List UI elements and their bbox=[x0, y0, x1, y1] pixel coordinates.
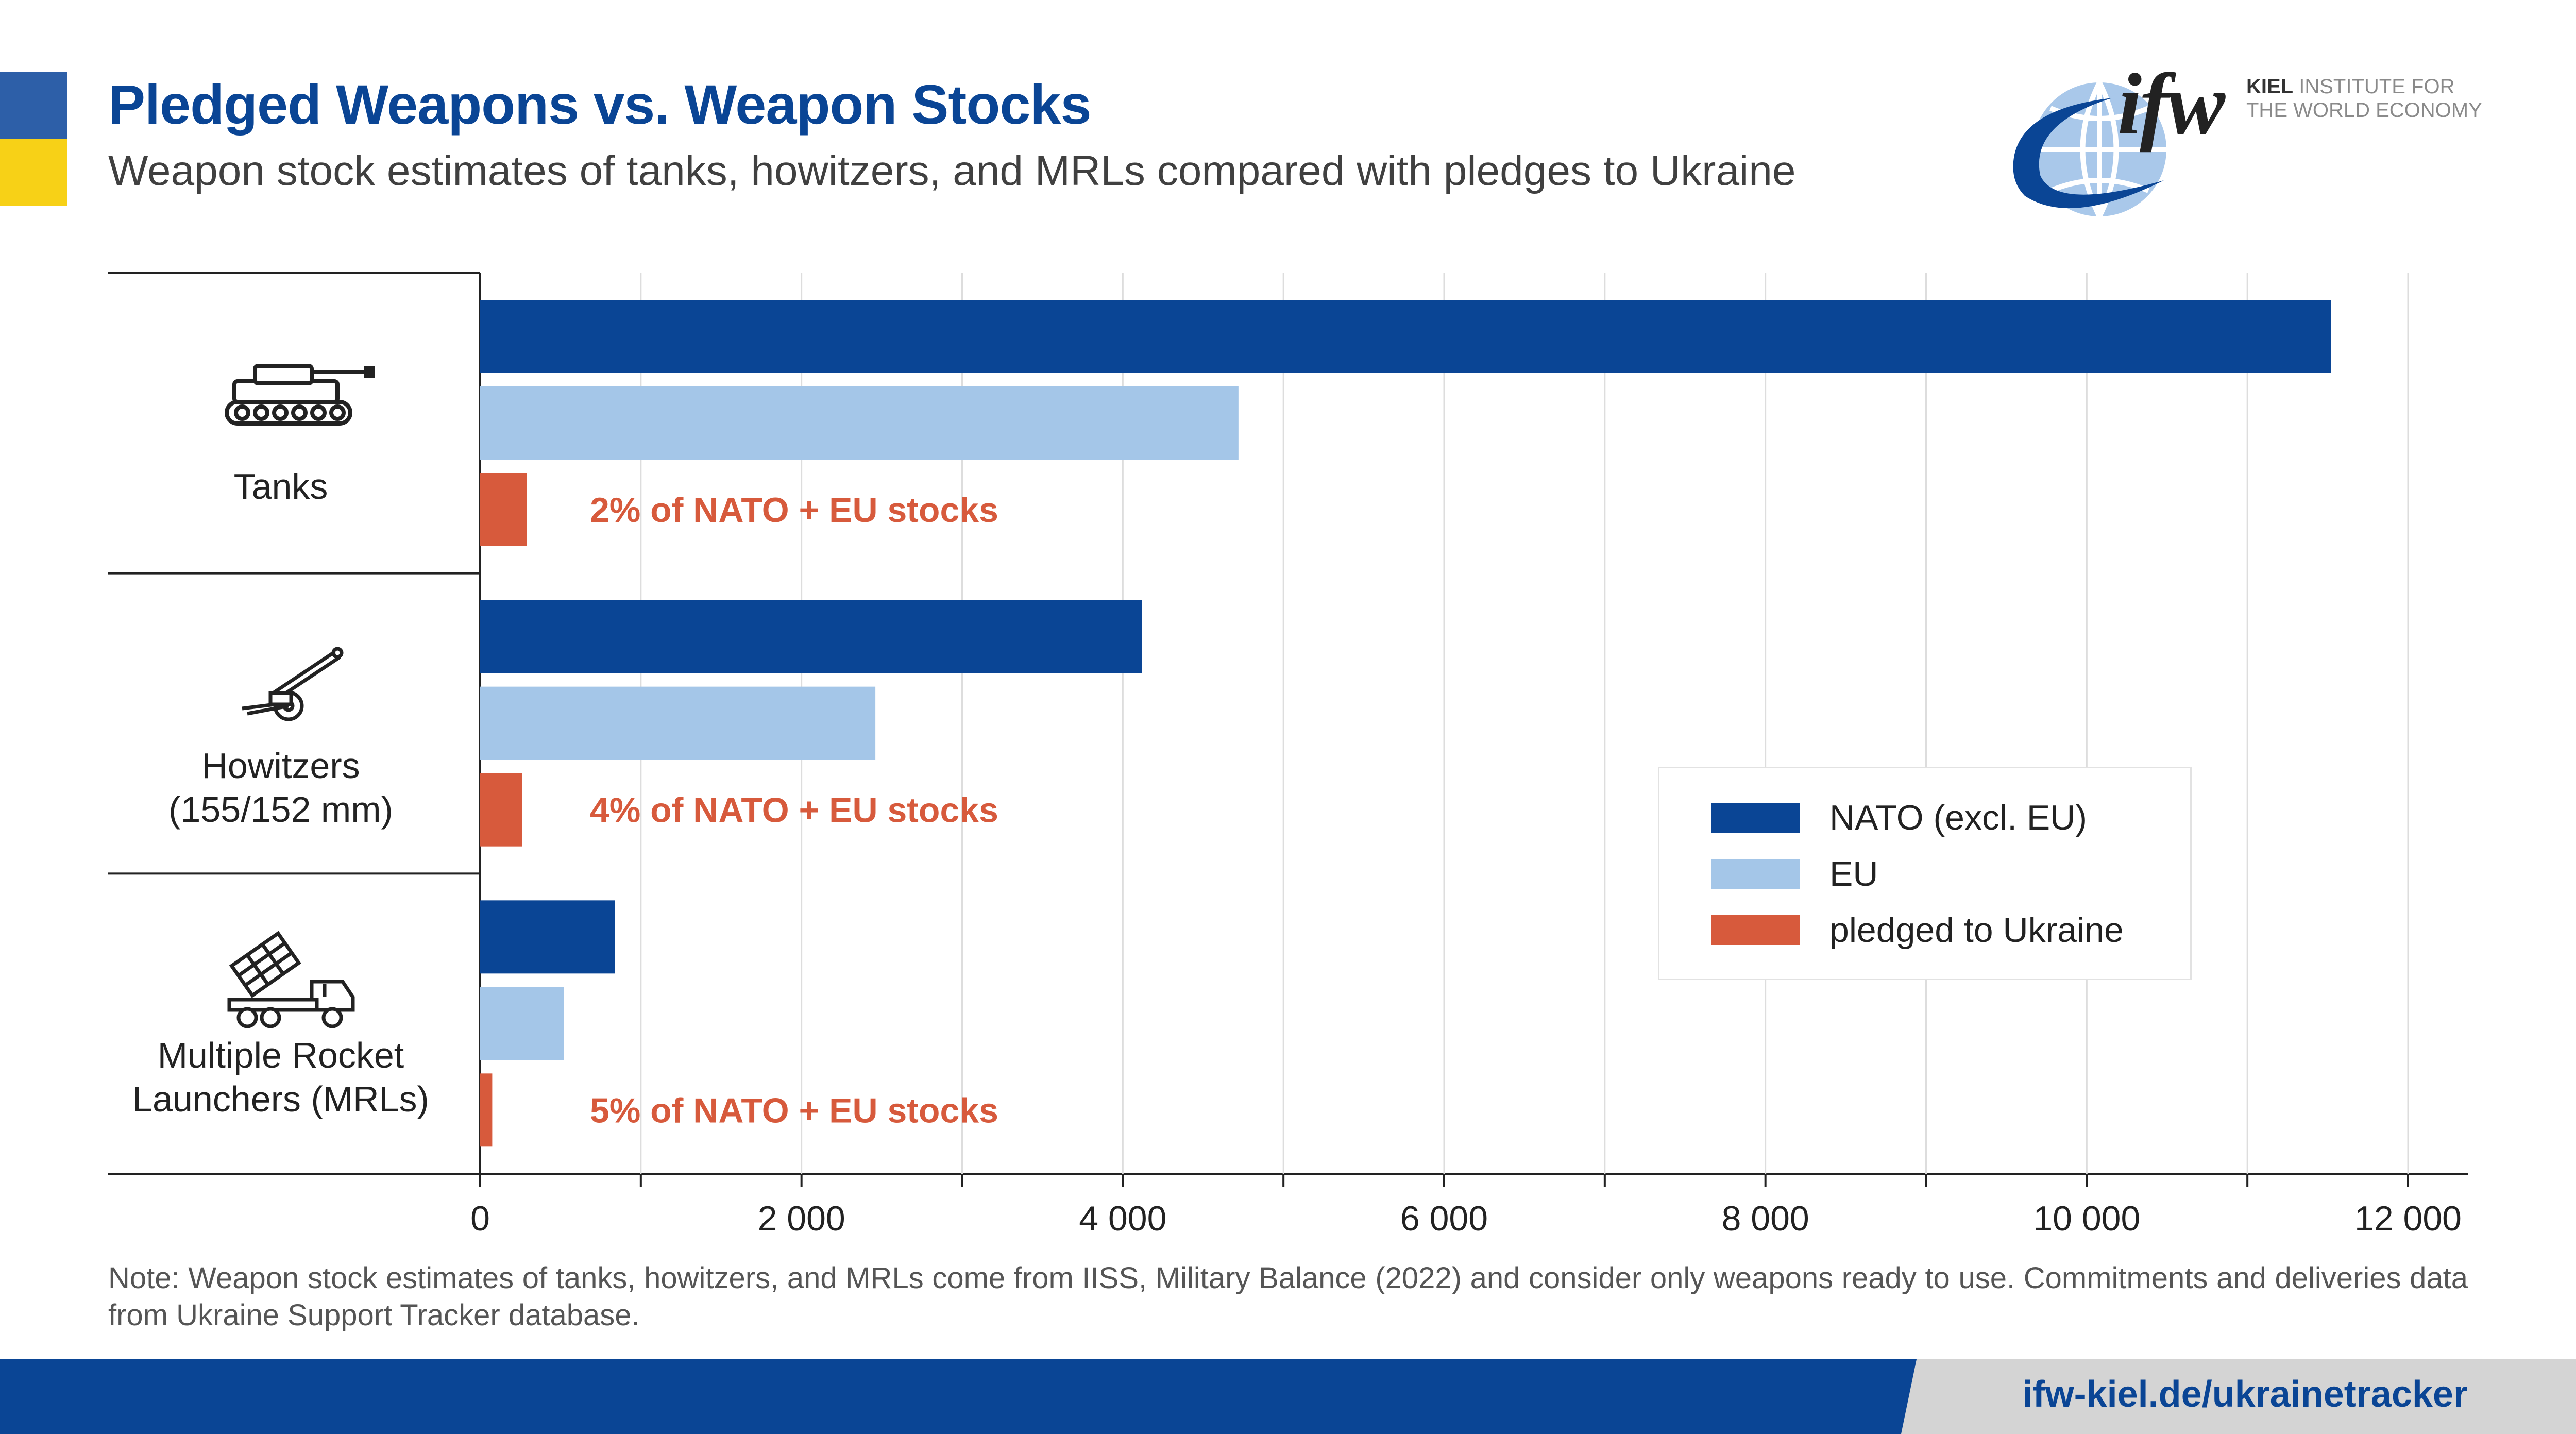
x-tick-label: 6 000 bbox=[1400, 1199, 1488, 1238]
annotation-label: 2% of NATO + EU stocks bbox=[590, 491, 998, 530]
legend-item-pledged: pledged to Ukraine bbox=[1711, 910, 2124, 950]
footer-bar bbox=[0, 1359, 1917, 1434]
legend-item-eu: EU bbox=[1711, 854, 1878, 893]
rocket-launcher-icon bbox=[227, 931, 355, 1028]
annotation-label: 4% of NATO + EU stocks bbox=[590, 791, 998, 830]
bar-2-1 bbox=[480, 773, 522, 847]
bar-2-0 bbox=[480, 473, 527, 546]
x-tick-label: 2 000 bbox=[758, 1199, 845, 1238]
legend-swatch-eu bbox=[1711, 859, 1800, 889]
category-labels: Tanks Howitzers(155/152 mm) Multiple Rocke… bbox=[132, 466, 429, 1119]
chart-note: Note: Weapon stock estimates of tanks, h… bbox=[108, 1261, 2468, 1332]
institute-name: KIEL INSTITUTE FOR THE WORLD ECONOMY bbox=[2246, 75, 2482, 122]
x-tick-label: 8 000 bbox=[1722, 1199, 1809, 1238]
legend-label-pledged: pledged to Ukraine bbox=[1829, 910, 2124, 950]
chart-frame bbox=[108, 272, 2468, 1175]
chart-annotations: 2% of NATO + EU stocks 4% of NATO + EU st… bbox=[590, 491, 998, 1130]
bar-1-2 bbox=[480, 987, 564, 1060]
chart-bars bbox=[480, 300, 2331, 1147]
bar-1-1 bbox=[480, 686, 876, 760]
globe-logo-icon bbox=[2013, 81, 2166, 218]
x-tick-label: 10 000 bbox=[2033, 1199, 2140, 1238]
howitzer-icon bbox=[242, 647, 344, 721]
legend-label-eu: EU bbox=[1829, 854, 1878, 893]
flag-yellow-block bbox=[0, 139, 67, 206]
category-label: Launchers (MRLs) bbox=[132, 1079, 429, 1119]
institute-line1-rest: INSTITUTE FOR bbox=[2299, 75, 2455, 98]
legend-swatch-nato bbox=[1711, 803, 1800, 833]
bar-1-0 bbox=[480, 386, 1239, 460]
legend-item-nato: NATO (excl. EU) bbox=[1711, 798, 2087, 837]
bar-0-2 bbox=[480, 900, 615, 974]
bar-0-0 bbox=[480, 300, 2331, 373]
tank-icon bbox=[225, 364, 375, 426]
category-label: Tanks bbox=[234, 466, 328, 507]
legend-label-nato: NATO (excl. EU) bbox=[1829, 798, 2087, 837]
category-label: Howitzers bbox=[201, 746, 360, 786]
chart-title: Pledged Weapons vs. Weapon Stocks bbox=[108, 73, 1092, 136]
institute-line2: THE WORLD ECONOMY bbox=[2246, 99, 2482, 122]
footer-url-link[interactable]: ifw-kiel.de/ukrainetracker bbox=[2022, 1374, 2468, 1415]
bar-0-1 bbox=[480, 600, 1142, 673]
chart-subtitle: Weapon stock estimates of tanks, howitze… bbox=[108, 147, 1796, 194]
flag-blue-block bbox=[0, 72, 67, 139]
bar-chart: 2% of NATO + EU stocks 4% of NATO + EU st… bbox=[108, 272, 2468, 1238]
x-tick-label: 12 000 bbox=[2354, 1199, 2462, 1238]
chart-legend: NATO (excl. EU) EU pledged to Ukraine bbox=[1658, 767, 2192, 980]
bar-2-2 bbox=[480, 1073, 493, 1147]
x-tick-label: 0 bbox=[470, 1199, 490, 1238]
footer-url-panel bbox=[1901, 1359, 2576, 1434]
category-label: Multiple Rocket bbox=[158, 1035, 404, 1075]
institute-kiel: KIEL bbox=[2246, 75, 2294, 98]
annotation-label: 5% of NATO + EU stocks bbox=[590, 1091, 998, 1130]
x-tick-label: 4 000 bbox=[1079, 1199, 1166, 1238]
x-axis-ticks: 0 2 000 4 000 6 000 8 000 10 000 12 000 bbox=[470, 1174, 2462, 1238]
legend-swatch-pledged bbox=[1711, 915, 1800, 945]
ifw-logo-mark: ifw bbox=[2117, 56, 2225, 153]
category-label: (155/152 mm) bbox=[168, 789, 393, 830]
